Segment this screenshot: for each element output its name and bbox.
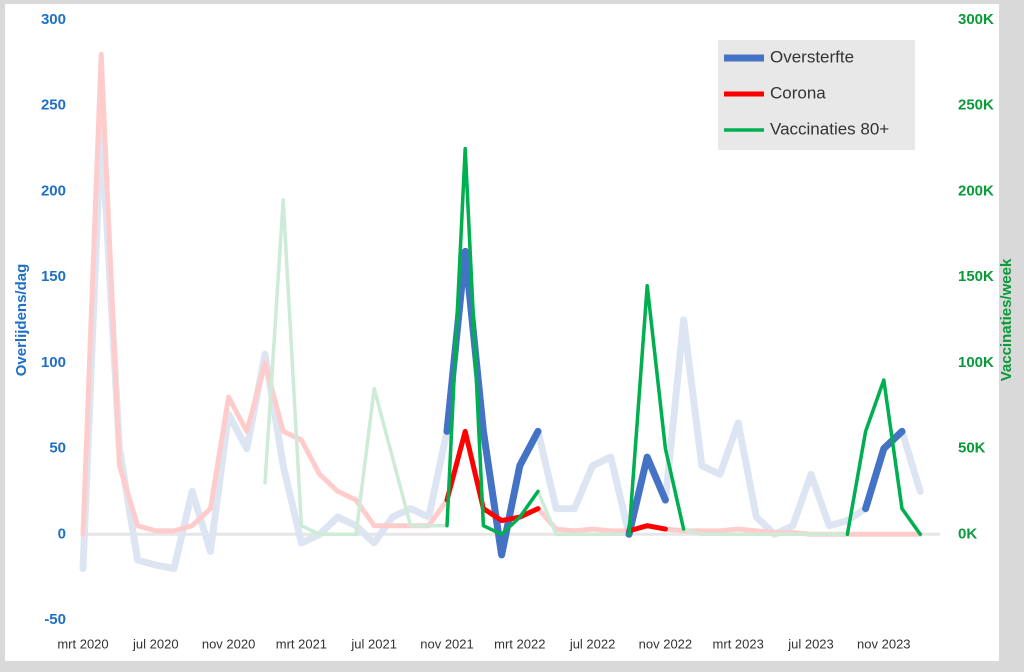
series-line — [443, 247, 906, 559]
y-tick-label: 150 — [41, 268, 66, 285]
x-tick-label: jul 2021 — [350, 636, 397, 651]
x-tick-label: jul 2022 — [569, 636, 616, 651]
y-tick-label: -50 — [44, 611, 66, 628]
y-tick-label: 100 — [41, 354, 66, 371]
x-tick-label: mrt 2023 — [713, 636, 764, 651]
x-tick-label: nov 2020 — [202, 636, 256, 651]
y2-tick-label: 300K — [958, 11, 994, 28]
y2-tick-label: 200K — [958, 182, 994, 199]
y-axis-label: Overlijdens/dag — [13, 264, 30, 377]
y-tick-label: 0 — [58, 525, 66, 542]
x-tick-label: mrt 2020 — [57, 636, 108, 651]
y2-tick-label: 0K — [958, 525, 977, 542]
y-tick-label: 250 — [41, 97, 66, 114]
x-tick-label: jul 2020 — [132, 636, 179, 651]
series-line — [445, 146, 922, 537]
legend-label: Corona — [770, 83, 826, 102]
y-tick-label: 300 — [41, 11, 66, 28]
x-tick-label: nov 2023 — [857, 636, 911, 651]
legend-label: Oversterfte — [770, 47, 854, 66]
y2-axis-label: Vaccinaties/week — [998, 258, 1015, 381]
y-tick-label: 50 — [49, 440, 66, 457]
y2-tick-label: 150K — [958, 268, 994, 285]
y2-tick-label: 250K — [958, 97, 994, 114]
y2-tick-label: 100K — [958, 354, 994, 371]
background-line — [263, 146, 922, 537]
x-tick-label: nov 2022 — [639, 636, 693, 651]
x-tick-label: mrt 2022 — [494, 636, 545, 651]
x-tick-label: nov 2021 — [420, 636, 474, 651]
x-tick-label: mrt 2021 — [276, 636, 327, 651]
x-tick-label: jul 2023 — [787, 636, 834, 651]
y2-tick-label: 50K — [958, 440, 986, 457]
legend-label: Vaccinaties 80+ — [770, 119, 889, 138]
y-tick-label: 200 — [41, 182, 66, 199]
